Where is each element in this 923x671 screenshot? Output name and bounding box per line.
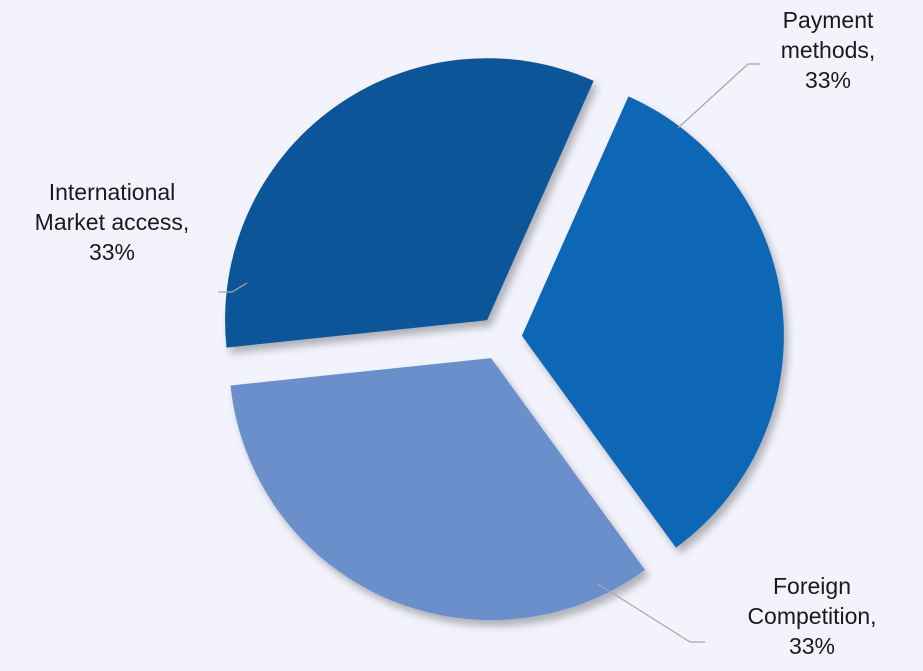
leader-line-2: [597, 583, 705, 643]
data-label-line: 33%: [89, 239, 135, 265]
data-label-line: 33%: [789, 633, 835, 659]
data-label-line: Payment: [783, 7, 874, 33]
pie-slice-foreign-competition: [230, 358, 646, 621]
data-label-line: 33%: [805, 67, 851, 93]
leader-line-3: [218, 282, 248, 293]
data-labels-layer: Payment methods, 33% Foreign Competition, 33%…: [35, 7, 877, 659]
leader-lines-layer: [218, 63, 760, 643]
data-label-line: Competition,: [747, 603, 876, 629]
data-label-payment-methods: Payment methods, 33%: [781, 7, 876, 93]
pie-slice-payment-methods: [521, 96, 784, 548]
leader-line-1: [677, 63, 760, 129]
data-label-line: methods,: [781, 37, 876, 63]
data-label-line: International: [49, 179, 176, 205]
data-label-foreign-competition: Foreign Competition, 33%: [747, 573, 876, 659]
slices-layer: [225, 58, 784, 621]
pie-slice-international-market-access: [225, 58, 594, 348]
data-label-line: Market access,: [35, 209, 190, 235]
data-label-international-market-access: International Market access, 33%: [35, 179, 190, 265]
data-label-line: Foreign: [773, 573, 851, 599]
